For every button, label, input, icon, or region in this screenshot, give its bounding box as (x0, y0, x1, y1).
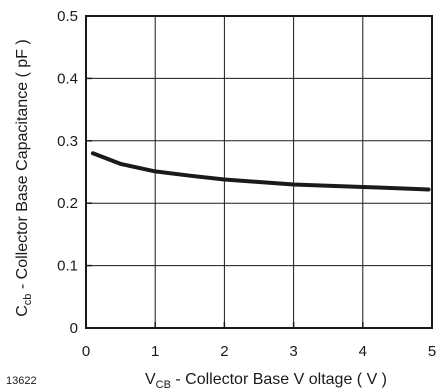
y-tick-label: 0.5 (57, 8, 78, 25)
x-tick-label: 1 (151, 343, 159, 360)
x-axis-label: VCB - Collector Base V oltage ( V ) (145, 371, 387, 391)
x-axis-label-main: V (145, 371, 156, 388)
x-tick-label: 2 (220, 343, 228, 360)
x-tick-label: 5 (428, 343, 436, 360)
y-axis-label-sub: cb (22, 294, 34, 306)
y-tick-label: 0 (70, 320, 78, 337)
tick-marks (85, 15, 433, 329)
plot-frame (85, 15, 433, 329)
x-tick-labels: 0 1 2 3 4 5 (82, 343, 436, 360)
x-axis-label-rest: - Collector Base V oltage ( V ) (171, 371, 387, 388)
y-tick-label: 0.3 (57, 133, 78, 150)
figure-code: 13622 (6, 375, 37, 387)
x-tick-label: 3 (289, 343, 297, 360)
y-axis-label: Ccb - Collector Base Capacitance ( pF ) (14, 39, 34, 317)
x-tick-label: 0 (82, 343, 90, 360)
y-tick-labels: 0 0.1 0.2 0.3 0.4 0.5 (57, 8, 78, 337)
y-axis-label-rest: - Collector Base Capacitance ( pF ) (14, 39, 31, 293)
y-axis-label-main: C (14, 305, 31, 317)
x-tick-label: 4 (359, 343, 367, 360)
capacitance-curve (90, 151, 431, 192)
grid-lines (86, 16, 432, 328)
y-tick-label: 0.2 (57, 195, 78, 212)
y-tick-label: 0.1 (57, 258, 78, 275)
x-axis-label-sub: CB (156, 379, 171, 391)
y-tick-label: 0.4 (57, 70, 78, 87)
